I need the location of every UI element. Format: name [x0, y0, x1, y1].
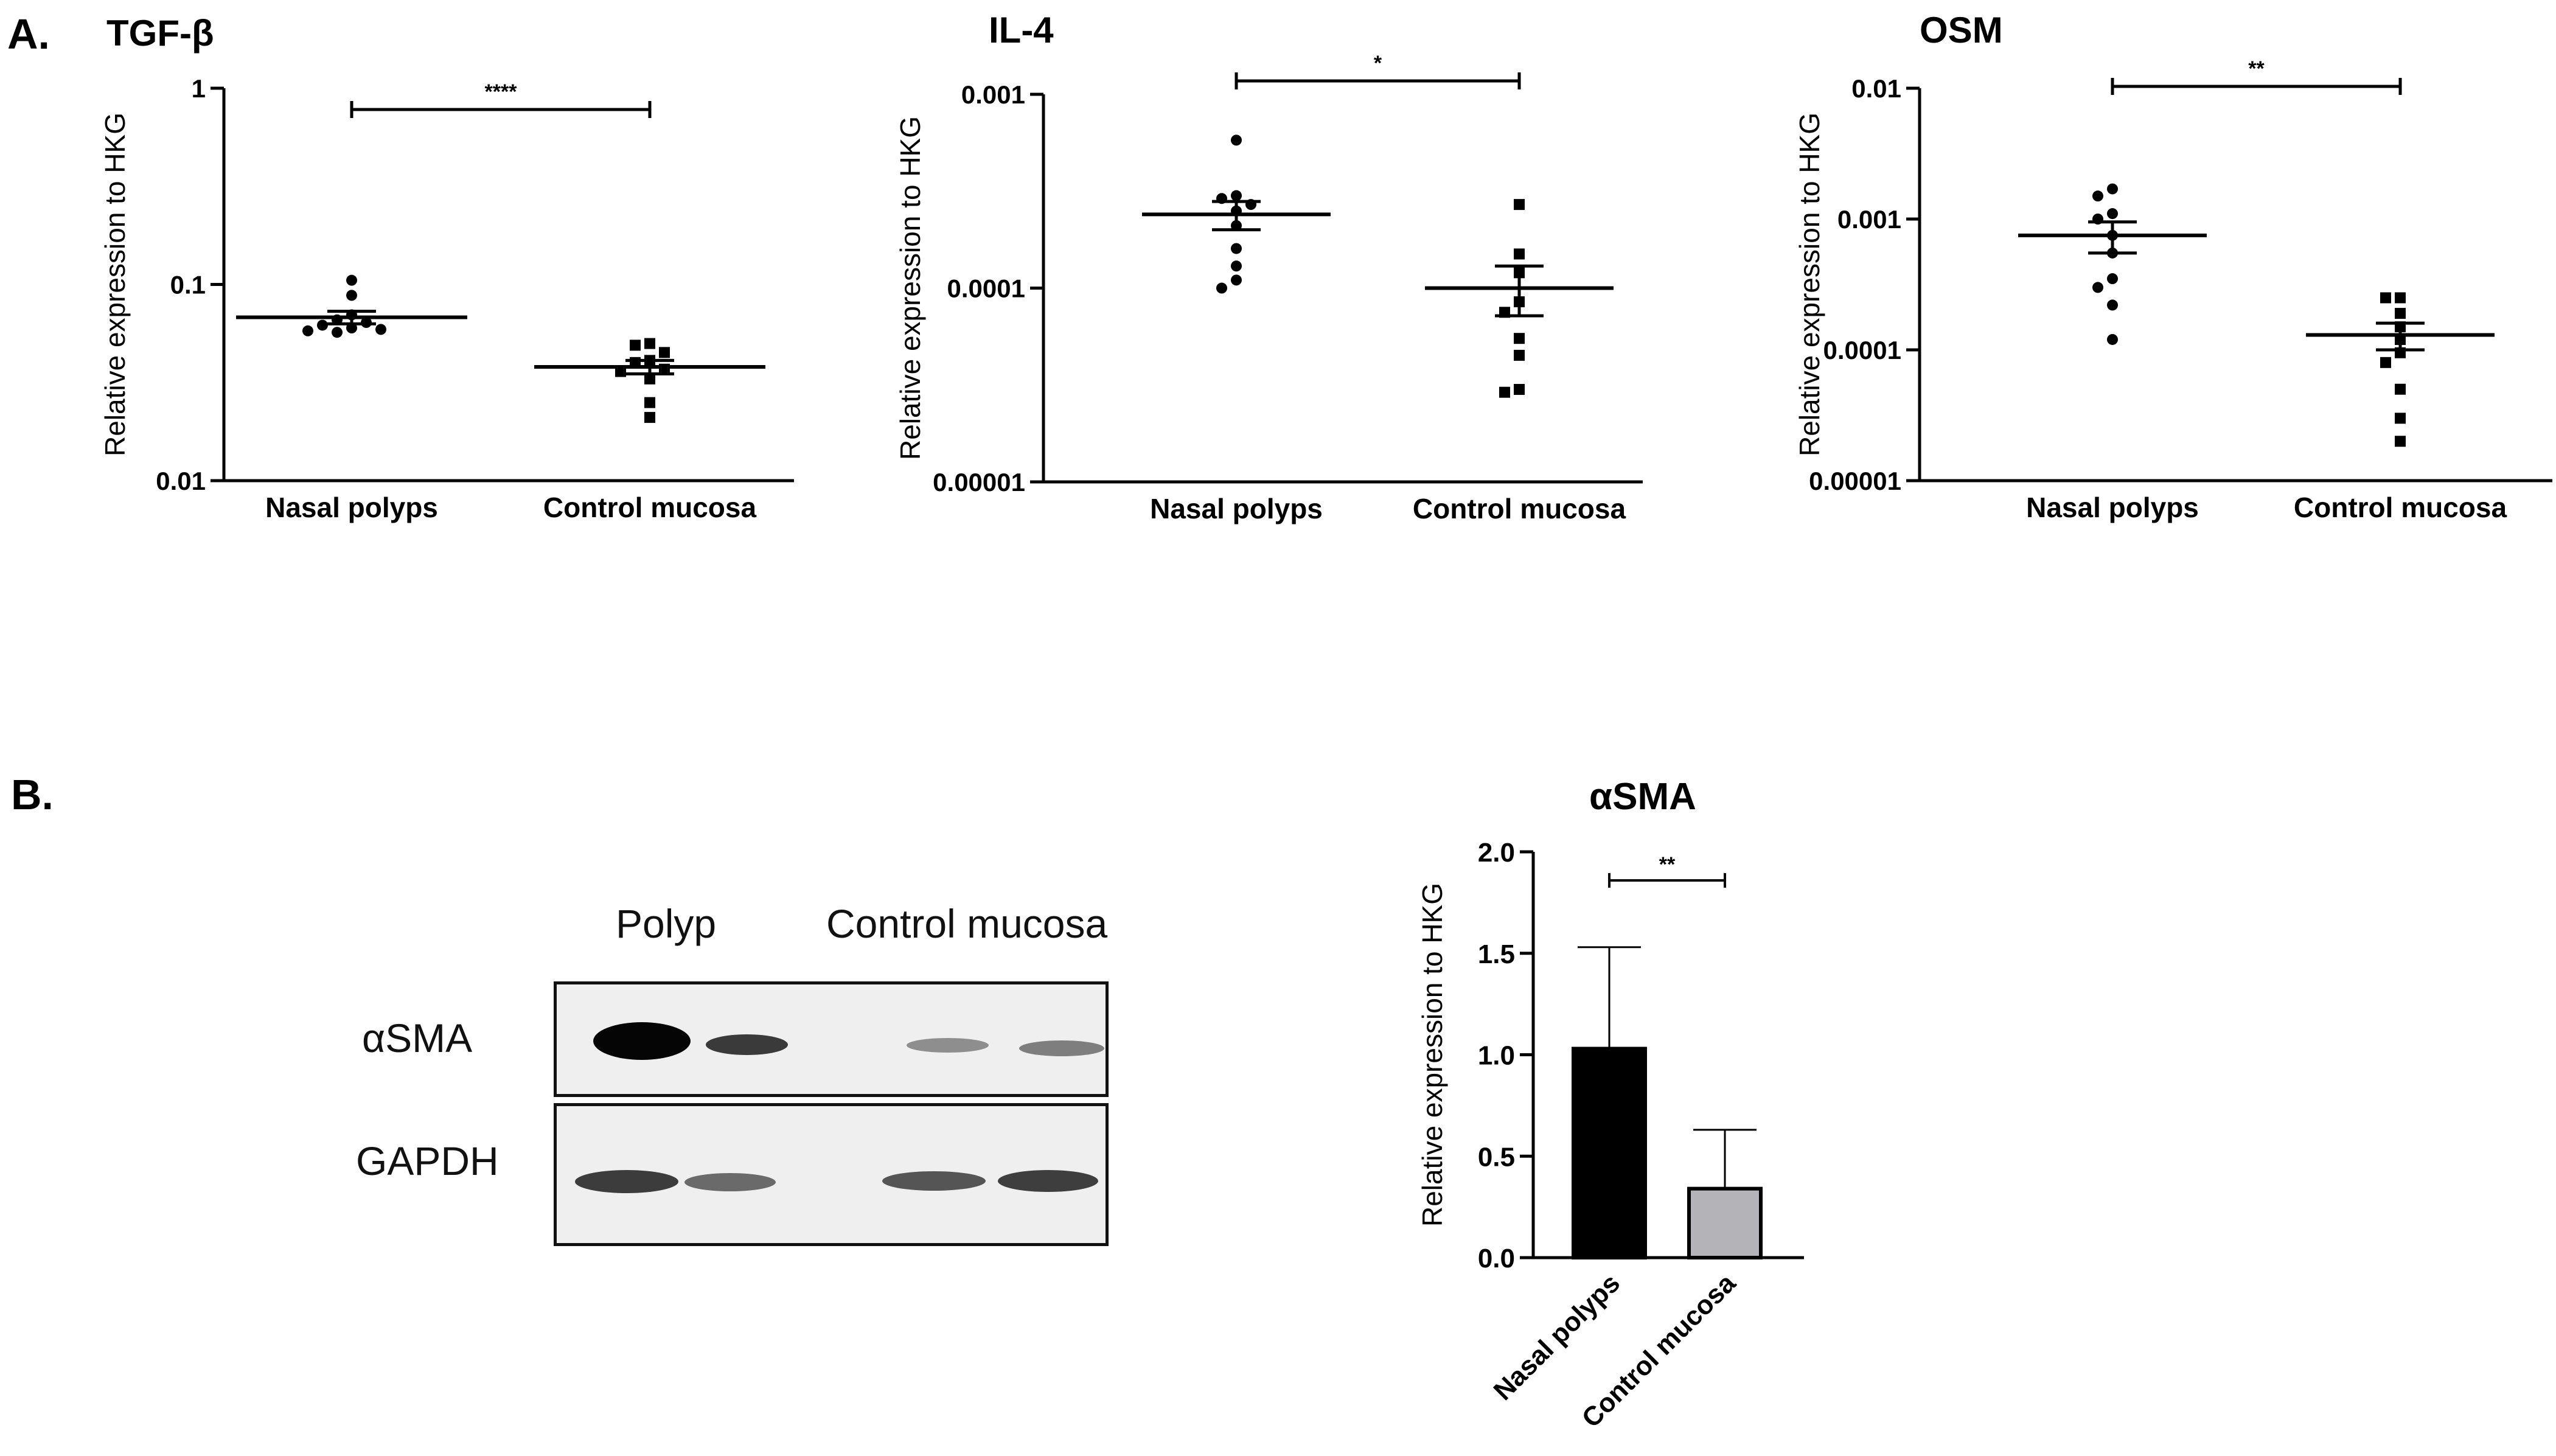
data-point	[1231, 274, 1242, 286]
y-tick-label: 2.0	[1478, 838, 1515, 868]
data-point	[1514, 384, 1525, 395]
data-point	[1231, 243, 1242, 254]
significance-label: ****	[485, 80, 518, 103]
data-point	[659, 347, 670, 358]
y-tick-label: 0.0001	[947, 274, 1025, 303]
data-point	[644, 397, 655, 408]
data-point	[2380, 292, 2391, 304]
data-point	[630, 340, 641, 351]
panel-b-letter: B.	[11, 771, 54, 818]
data-point	[2380, 357, 2391, 368]
data-point	[2107, 208, 2118, 220]
y-axis-label: Relative expression to HKG	[894, 116, 926, 460]
data-point	[2107, 183, 2118, 195]
x-tick-label: Control mucosa	[543, 492, 757, 523]
chart-tgf-beta: TGF-β 1 0.1 0.01 Relative expression to HKG N…	[99, 13, 794, 523]
data-point	[2092, 190, 2103, 202]
data-point	[2395, 436, 2406, 447]
data-point	[1514, 333, 1525, 344]
bar	[1687, 1186, 1763, 1259]
x-tick-label: Control mucosa	[1413, 493, 1626, 524]
blot-band	[998, 1170, 1098, 1192]
y-tick-label: 1.5	[1478, 939, 1515, 969]
data-point	[1514, 349, 1525, 361]
data-point	[1231, 260, 1242, 272]
data-point	[644, 338, 655, 349]
data-point	[2107, 333, 2118, 345]
blot-column-polyp: Polyp	[616, 901, 717, 946]
data-point	[644, 412, 655, 423]
data-point	[332, 327, 343, 338]
data-point	[302, 325, 313, 336]
y-tick-label: 0.0001	[1823, 336, 1901, 364]
y-tick-label: 0.01	[1851, 74, 1901, 103]
blot-gapdh-panel	[554, 1103, 1109, 1246]
y-axis-label: Relative expression to HKG	[1416, 883, 1448, 1227]
data-point	[1499, 386, 1510, 398]
bar	[1572, 1047, 1647, 1259]
y-tick-label: 0.5	[1478, 1142, 1515, 1172]
data-point	[1231, 190, 1242, 201]
y-tick-label: 1.0	[1478, 1041, 1515, 1071]
x-tick-label: Nasal polyps	[265, 492, 438, 523]
significance-label: **	[1659, 853, 1676, 876]
y-tick-label: 0.001	[1837, 205, 1901, 234]
blot-row-gapdh: GAPDH	[356, 1138, 499, 1183]
y-tick-label: 0.0	[1478, 1244, 1515, 1273]
data-point	[317, 319, 328, 331]
x-tick-label: Nasal polyps	[1150, 493, 1323, 524]
data-point	[2395, 308, 2406, 319]
data-point	[615, 366, 626, 377]
blot-band	[593, 1022, 691, 1060]
chart-alpha-sma-bar: αSMA 0.0 0.5 1.0 1.5 2.0 Relative expression t…	[1416, 776, 1804, 1433]
y-tick-label: 1	[192, 74, 206, 103]
blot-column-control: Control mucosa	[826, 901, 1108, 946]
y-tick-label: 0.00001	[933, 468, 1025, 496]
y-axis-label: Relative expression to HKG	[1794, 113, 1825, 456]
chart-title: IL-4	[989, 10, 1054, 51]
data-point	[1514, 248, 1525, 260]
panel-a-letter: A.	[7, 10, 50, 58]
significance-label: **	[2248, 57, 2265, 80]
blot-alpha-sma-panel	[554, 981, 1109, 1097]
x-tick-label: Control mucosa	[2294, 492, 2507, 523]
blot-band	[684, 1173, 776, 1191]
chart-osm: OSM 0.01 0.001 0.0001 0.00001 Relative expres…	[1794, 10, 2552, 523]
data-point	[2395, 383, 2406, 395]
y-tick-label: 0.01	[156, 467, 206, 495]
data-point	[2107, 273, 2118, 285]
significance-label: *	[1374, 52, 1382, 75]
blot-row-alpha-sma: αSMA	[362, 1015, 473, 1061]
blot-band	[1019, 1040, 1104, 1056]
y-tick-label: 0.001	[961, 80, 1025, 109]
data-point	[2107, 299, 2118, 311]
blot-band	[882, 1171, 986, 1191]
data-point	[2395, 413, 2406, 424]
data-point	[1216, 282, 1227, 294]
chart-title: TGF-β	[106, 13, 214, 54]
y-axis-label: Relative expression to HKG	[99, 113, 131, 456]
blot-band	[575, 1170, 678, 1193]
data-point	[1514, 199, 1525, 211]
data-point	[1231, 134, 1242, 146]
data-point	[346, 290, 357, 301]
y-tick-label: 0.1	[170, 271, 206, 299]
data-point	[2092, 282, 2103, 293]
data-point	[375, 324, 386, 335]
data-point	[346, 274, 357, 286]
blot-band	[907, 1038, 989, 1053]
y-tick-label: 0.00001	[1809, 467, 1901, 495]
x-tick-label: Nasal polyps	[2026, 492, 2199, 523]
data-point	[644, 373, 655, 385]
chart-title: αSMA	[1589, 776, 1696, 818]
chart-title: OSM	[1920, 10, 2003, 51]
data-point	[2395, 292, 2406, 304]
blot-band	[706, 1034, 788, 1055]
